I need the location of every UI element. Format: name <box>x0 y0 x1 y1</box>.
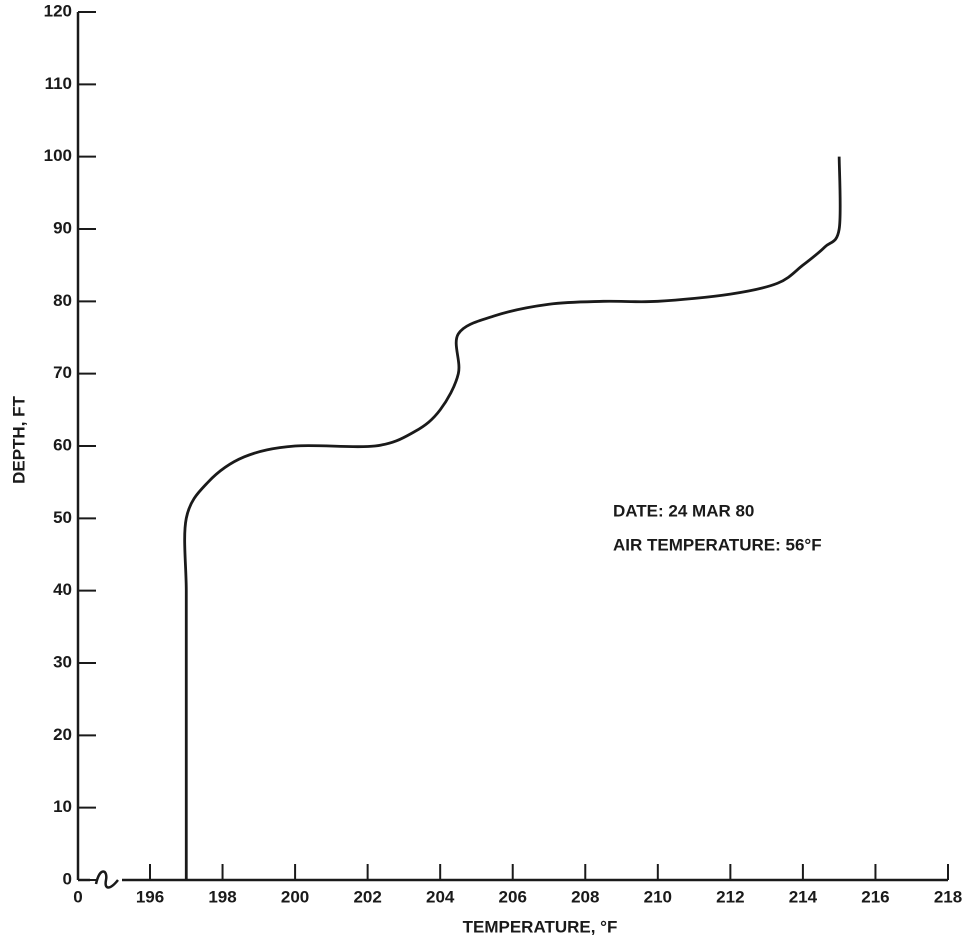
x-axis-label: TEMPERATURE, °F <box>463 917 618 936</box>
y-tick-label: 0 <box>63 869 72 888</box>
x-tick-label: 212 <box>716 887 744 906</box>
x-tick-label: 202 <box>353 887 381 906</box>
y-tick-label: 50 <box>53 508 72 527</box>
y-tick-label: 120 <box>44 1 72 20</box>
x-tick-label: 216 <box>861 887 889 906</box>
annotation: AIR TEMPERATURE: 56°F <box>613 535 822 554</box>
x-tick-label: 208 <box>571 887 599 906</box>
x-tick-label: 210 <box>644 887 672 906</box>
x-tick-label: 206 <box>499 887 527 906</box>
y-tick-label: 60 <box>53 435 72 454</box>
y-tick-label: 70 <box>53 363 72 382</box>
x-tick-label: 0 <box>73 887 82 906</box>
y-tick-label: 110 <box>45 74 72 93</box>
annotation: DATE: 24 MAR 80 <box>613 501 754 520</box>
y-tick-label: 80 <box>53 291 72 310</box>
y-tick-label: 20 <box>53 725 72 744</box>
x-tick-label: 196 <box>136 887 164 906</box>
y-tick-label: 10 <box>53 797 72 816</box>
x-tick-label: 218 <box>934 887 962 906</box>
y-tick-label: 30 <box>53 652 72 671</box>
x-tick-label: 214 <box>789 887 818 906</box>
x-tick-label: 200 <box>281 887 309 906</box>
y-tick-label: 90 <box>53 218 72 237</box>
temperature-line <box>183 156 842 881</box>
x-tick-label: 198 <box>208 887 236 906</box>
y-tick-label: 100 <box>44 146 72 165</box>
x-tick-label: 204 <box>426 887 455 906</box>
y-axis-label: DEPTH, FT <box>9 395 28 483</box>
y-tick-label: 40 <box>53 580 72 599</box>
